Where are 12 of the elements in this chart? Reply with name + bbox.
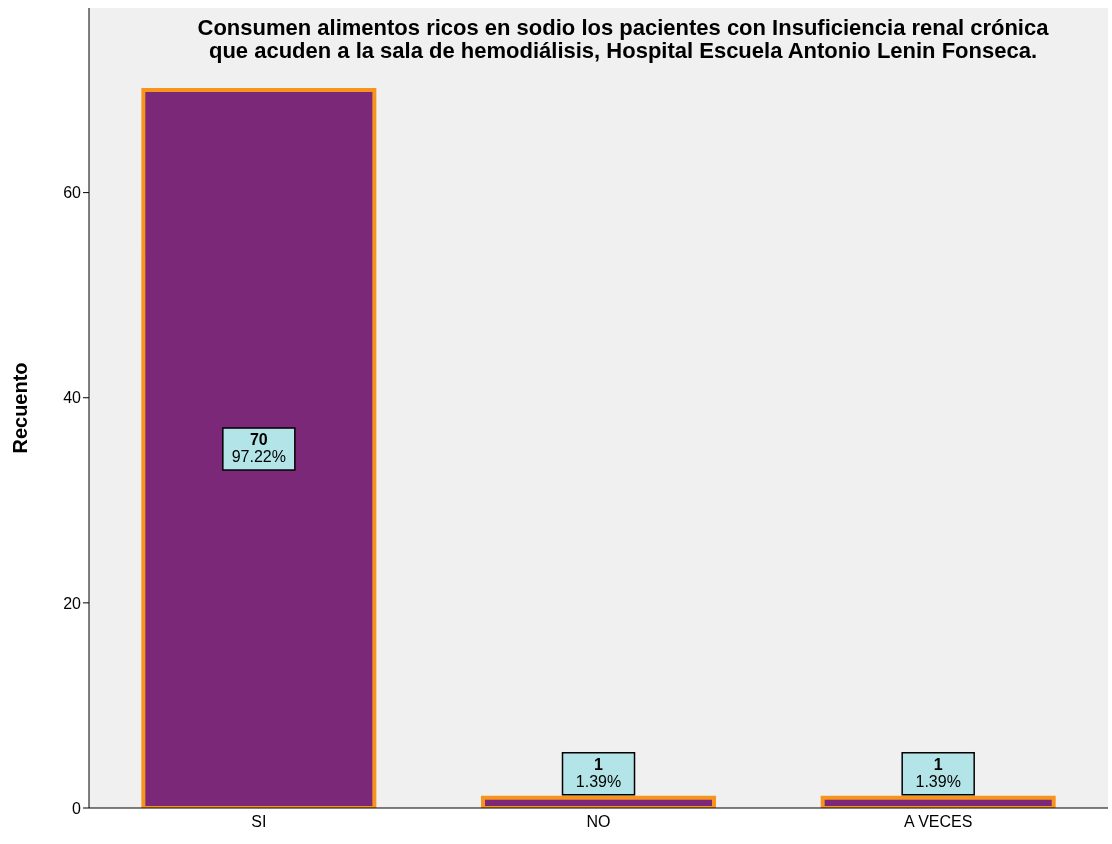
y-tick-label: 0 bbox=[72, 799, 82, 817]
x-tick-label: NO bbox=[586, 813, 611, 831]
x-tick-label: A VECES bbox=[903, 813, 973, 831]
y-tick-label: 60 bbox=[63, 184, 82, 202]
x-tick-label: SI bbox=[251, 813, 267, 831]
y-tick-label: 20 bbox=[63, 594, 82, 612]
data-label: 1 1.39% bbox=[575, 755, 622, 790]
text: Consumen alimentos ricos en sodio los pacientes con Insuficiencia renal crónica que acuden a la sala de hemodiálisis, Hospital Escuela Antonio Lenin Fonseca. bbox=[196, 15, 1050, 63]
y-axis-title: Recuento bbox=[9, 362, 32, 454]
data-label: 1 1.39% bbox=[915, 755, 961, 790]
y-tick-label: 40 bbox=[63, 389, 82, 407]
data-label: 70 97.22% bbox=[231, 431, 286, 466]
